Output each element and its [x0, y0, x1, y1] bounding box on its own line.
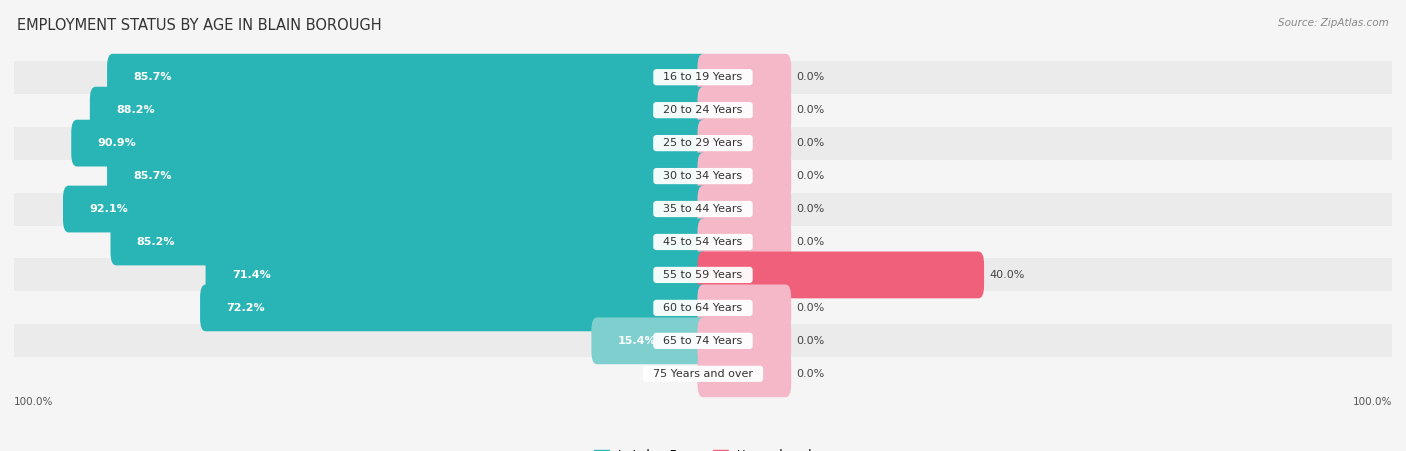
- Text: 85.2%: 85.2%: [136, 237, 176, 247]
- Text: 16 to 19 Years: 16 to 19 Years: [657, 72, 749, 82]
- Legend: In Labor Force, Unemployed: In Labor Force, Unemployed: [589, 444, 817, 451]
- FancyBboxPatch shape: [107, 54, 709, 101]
- Text: 55 to 59 Years: 55 to 59 Years: [657, 270, 749, 280]
- Bar: [14, 127, 1392, 160]
- FancyBboxPatch shape: [697, 152, 792, 199]
- Text: 71.4%: 71.4%: [232, 270, 270, 280]
- Text: 60 to 64 Years: 60 to 64 Years: [657, 303, 749, 313]
- FancyBboxPatch shape: [205, 252, 709, 299]
- FancyBboxPatch shape: [697, 318, 792, 364]
- FancyBboxPatch shape: [111, 219, 709, 265]
- FancyBboxPatch shape: [592, 318, 709, 364]
- FancyBboxPatch shape: [200, 285, 709, 331]
- FancyBboxPatch shape: [697, 350, 792, 397]
- Bar: [14, 61, 1392, 94]
- Text: 0.0%: 0.0%: [797, 336, 825, 346]
- Text: 0.0%: 0.0%: [797, 72, 825, 82]
- FancyBboxPatch shape: [697, 54, 792, 101]
- Text: 30 to 34 Years: 30 to 34 Years: [657, 171, 749, 181]
- Text: 75 Years and over: 75 Years and over: [645, 369, 761, 379]
- FancyBboxPatch shape: [697, 252, 984, 299]
- Text: 0.0%: 0.0%: [661, 369, 689, 379]
- FancyBboxPatch shape: [697, 120, 792, 166]
- Text: 65 to 74 Years: 65 to 74 Years: [657, 336, 749, 346]
- Text: Source: ZipAtlas.com: Source: ZipAtlas.com: [1278, 18, 1389, 28]
- Text: 92.1%: 92.1%: [89, 204, 128, 214]
- Text: 15.4%: 15.4%: [617, 336, 657, 346]
- Text: 85.7%: 85.7%: [134, 72, 172, 82]
- Text: EMPLOYMENT STATUS BY AGE IN BLAIN BOROUGH: EMPLOYMENT STATUS BY AGE IN BLAIN BOROUG…: [17, 18, 381, 33]
- Text: 100.0%: 100.0%: [14, 397, 53, 407]
- Text: 0.0%: 0.0%: [797, 105, 825, 115]
- Text: 0.0%: 0.0%: [797, 204, 825, 214]
- FancyBboxPatch shape: [63, 186, 709, 232]
- FancyBboxPatch shape: [697, 285, 792, 331]
- Text: 90.9%: 90.9%: [97, 138, 136, 148]
- FancyBboxPatch shape: [697, 219, 792, 265]
- Text: 0.0%: 0.0%: [797, 237, 825, 247]
- Text: 0.0%: 0.0%: [797, 369, 825, 379]
- Bar: [14, 226, 1392, 258]
- Text: 85.7%: 85.7%: [134, 171, 172, 181]
- FancyBboxPatch shape: [697, 186, 792, 232]
- Text: 20 to 24 Years: 20 to 24 Years: [657, 105, 749, 115]
- Bar: [14, 193, 1392, 226]
- FancyBboxPatch shape: [90, 87, 709, 133]
- Text: 0.0%: 0.0%: [797, 171, 825, 181]
- Bar: [14, 324, 1392, 357]
- Bar: [14, 258, 1392, 291]
- Text: 72.2%: 72.2%: [226, 303, 264, 313]
- Text: 25 to 29 Years: 25 to 29 Years: [657, 138, 749, 148]
- Text: 45 to 54 Years: 45 to 54 Years: [657, 237, 749, 247]
- Bar: [14, 160, 1392, 193]
- Text: 88.2%: 88.2%: [117, 105, 155, 115]
- Bar: [14, 94, 1392, 127]
- Text: 40.0%: 40.0%: [990, 270, 1025, 280]
- Bar: [14, 357, 1392, 390]
- Text: 0.0%: 0.0%: [797, 138, 825, 148]
- Text: 0.0%: 0.0%: [797, 303, 825, 313]
- FancyBboxPatch shape: [72, 120, 709, 166]
- FancyBboxPatch shape: [697, 87, 792, 133]
- Text: 100.0%: 100.0%: [1353, 397, 1392, 407]
- Text: 35 to 44 Years: 35 to 44 Years: [657, 204, 749, 214]
- Bar: [14, 291, 1392, 324]
- FancyBboxPatch shape: [107, 152, 709, 199]
